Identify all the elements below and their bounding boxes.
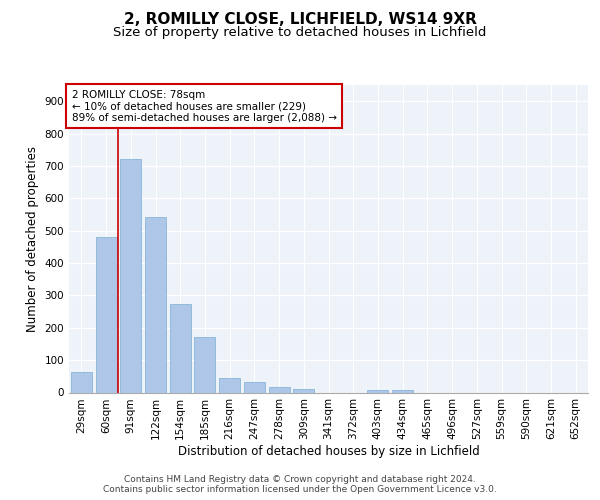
Text: Size of property relative to detached houses in Lichfield: Size of property relative to detached ho… xyxy=(113,26,487,39)
Bar xyxy=(219,378,240,392)
Bar xyxy=(367,390,388,392)
Bar xyxy=(392,390,413,392)
Bar xyxy=(244,382,265,392)
Bar xyxy=(194,338,215,392)
Bar xyxy=(269,387,290,392)
Text: 2, ROMILLY CLOSE, LICHFIELD, WS14 9XR: 2, ROMILLY CLOSE, LICHFIELD, WS14 9XR xyxy=(124,12,476,28)
X-axis label: Distribution of detached houses by size in Lichfield: Distribution of detached houses by size … xyxy=(178,445,479,458)
Text: 2 ROMILLY CLOSE: 78sqm
← 10% of detached houses are smaller (229)
89% of semi-de: 2 ROMILLY CLOSE: 78sqm ← 10% of detached… xyxy=(71,90,337,123)
Bar xyxy=(95,237,116,392)
Bar xyxy=(293,388,314,392)
Bar xyxy=(71,372,92,392)
Bar xyxy=(145,216,166,392)
Text: Contains HM Land Registry data © Crown copyright and database right 2024.
Contai: Contains HM Land Registry data © Crown c… xyxy=(103,474,497,494)
Bar xyxy=(170,304,191,392)
Bar xyxy=(120,160,141,392)
Y-axis label: Number of detached properties: Number of detached properties xyxy=(26,146,39,332)
